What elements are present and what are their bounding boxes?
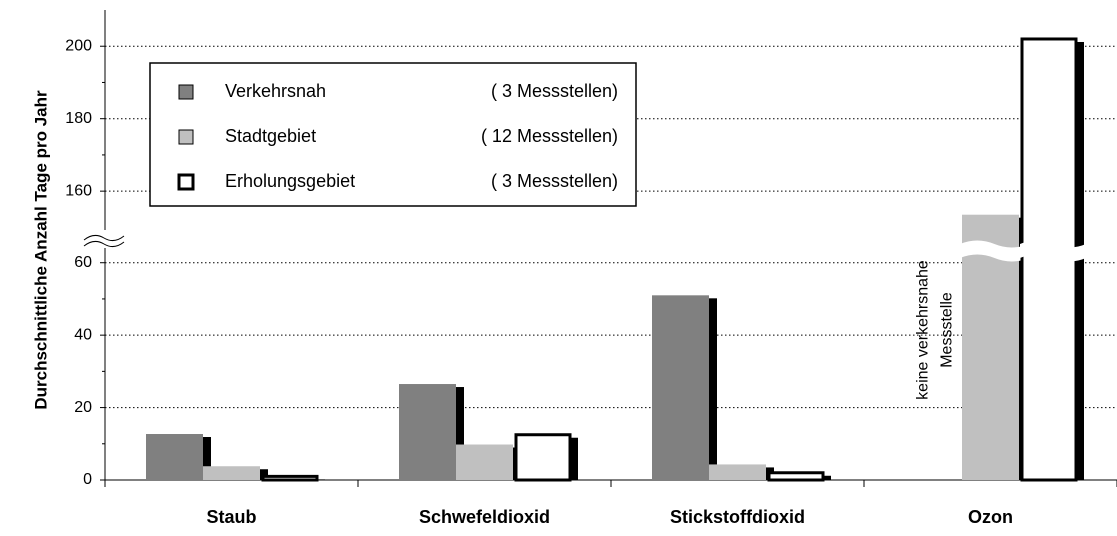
legend-box	[149, 62, 637, 207]
bar	[261, 474, 319, 482]
y-tick-label: 180	[65, 110, 92, 127]
bar-shadow	[317, 479, 325, 480]
bar-shadow	[203, 437, 211, 480]
bar-break	[1020, 240, 1086, 262]
bar-shadow	[709, 298, 717, 480]
legend-swatch	[178, 84, 194, 100]
legend-label: Erholungsgebiet	[225, 171, 355, 191]
legend-swatch	[177, 173, 195, 191]
y-tick-label: 40	[74, 326, 92, 343]
x-tick-label: Schwefeldioxid	[419, 507, 550, 527]
bar	[652, 295, 709, 480]
y-tick-label: 160	[65, 182, 92, 199]
bar	[514, 433, 572, 482]
annotation: Messstelle	[939, 292, 956, 368]
bar-shadow	[1076, 41, 1084, 480]
bar-shadow	[260, 469, 268, 480]
bar	[146, 434, 203, 480]
bar	[456, 444, 513, 480]
legend-label: Stadtgebiet	[225, 126, 316, 146]
x-tick-label: Stickstoffdioxid	[670, 507, 805, 527]
axis-break	[83, 234, 125, 248]
bar	[709, 464, 766, 480]
bar	[399, 384, 456, 480]
y-tick-label: 200	[65, 37, 92, 54]
x-tick-label: Staub	[206, 507, 256, 527]
bar	[203, 466, 260, 480]
bar	[767, 471, 825, 482]
y-axis-label: Durchschnittliche Anzahl Tage pro Jahr	[31, 90, 50, 410]
annotation: keine verkehrsnahe	[915, 260, 932, 400]
bar-shadow	[570, 437, 578, 480]
legend-note: ( 3 Messstellen)	[491, 171, 618, 191]
y-tick-label: 60	[74, 254, 92, 271]
bar-break	[960, 240, 1029, 262]
y-tick-label: 20	[74, 399, 92, 416]
x-tick-label: Ozon	[968, 507, 1013, 527]
y-tick-label: 0	[83, 471, 92, 488]
bar-shadow	[823, 475, 831, 480]
legend-label: Verkehrsnah	[225, 81, 326, 101]
legend-note: ( 3 Messstellen)	[491, 81, 618, 101]
legend-note: ( 12 Messstellen)	[481, 126, 618, 146]
bar-shadow	[456, 387, 464, 480]
legend-swatch	[178, 129, 194, 145]
